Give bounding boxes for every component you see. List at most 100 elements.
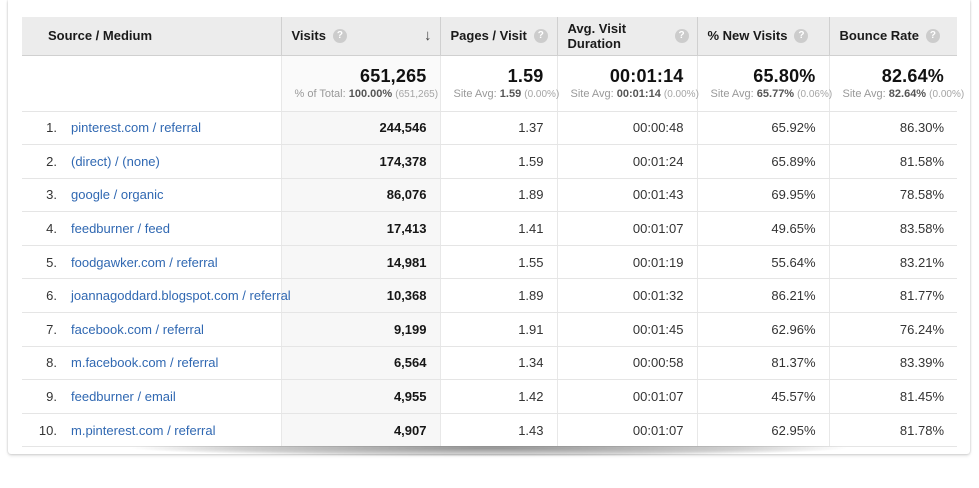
help-icon[interactable]: ? <box>674 28 689 43</box>
row-rank: 6. <box>46 288 57 304</box>
help-icon[interactable]: ? <box>794 28 809 43</box>
column-label: Source / Medium <box>48 28 153 44</box>
column-header-avg-visit-duration[interactable]: Avg. Visit Duration ? <box>556 17 697 56</box>
table-row: 4. feedburner / feed 17,413 1.41 00:01:07… <box>22 211 957 246</box>
visits-value: 174,378 <box>280 144 440 179</box>
new-visits-value: 69.95% <box>696 178 829 213</box>
bounce-rate-value: 81.78% <box>828 413 957 448</box>
source-medium-link[interactable]: joannagoddard.blogspot.com / referral <box>71 288 291 304</box>
row-rank: 9. <box>46 389 57 405</box>
column-label: Pages / Visit <box>450 28 527 44</box>
column-header-source-medium[interactable]: Source / Medium <box>22 17 281 56</box>
source-medium-link[interactable]: google / organic <box>71 187 164 203</box>
column-header-visits[interactable]: Visits ? ↓ <box>280 17 440 56</box>
source-medium-link[interactable]: foodgawker.com / referral <box>71 254 218 270</box>
pages-visit-value: 1.55 <box>439 245 557 280</box>
column-header-bounce-rate[interactable]: Bounce Rate ? <box>828 17 957 56</box>
totals-duration-cell: 00:01:14 Site Avg: 00:01:14 (0.00%) <box>556 55 699 112</box>
pages-visit-value: 1.42 <box>439 379 557 414</box>
bounce-rate-value: 81.45% <box>828 379 957 414</box>
avg-duration-value: 00:00:58 <box>556 346 697 381</box>
table-row: 6. joannagoddard.blogspot.com / referral … <box>22 278 957 314</box>
totals-bounce-subtext: Site Avg: 82.64% (0.00%) <box>842 87 965 100</box>
pages-visit-value: 1.59 <box>439 144 557 179</box>
column-label: % New Visits <box>707 28 788 44</box>
avg-duration-value: 00:01:07 <box>556 413 697 448</box>
table-row: 5. foodgawker.com / referral 14,981 1.55 … <box>22 245 957 280</box>
table-row: 10. m.pinterest.com / referral 4,907 1.43… <box>22 413 957 448</box>
source-medium-link[interactable]: (direct) / (none) <box>71 153 160 169</box>
row-rank: 5. <box>46 254 57 270</box>
source-medium-link[interactable]: m.facebook.com / referral <box>71 355 219 371</box>
table-row: 7. facebook.com / referral 9,199 1.91 00:… <box>22 312 957 347</box>
totals-visits-cell: 651,265 % of Total: 100.00% (651,265) <box>280 55 440 112</box>
help-icon[interactable]: ? <box>332 28 347 43</box>
avg-duration-value: 00:01:24 <box>556 144 697 179</box>
table-row: 3. google / organic 86,076 1.89 00:01:43 … <box>22 178 957 213</box>
row-rank: 10. <box>38 422 57 438</box>
visits-value: 9,199 <box>280 312 440 347</box>
bounce-rate-value: 83.39% <box>828 346 957 381</box>
visits-value: 86,076 <box>280 178 440 213</box>
column-header-new-visits[interactable]: % New Visits ? <box>696 17 829 56</box>
visits-value: 4,907 <box>280 413 440 448</box>
totals-visits-subtext: % of Total: 100.00% (651,265) <box>294 87 439 100</box>
totals-duration-subtext: Site Avg: 00:01:14 (0.00%) <box>570 87 699 100</box>
pages-visit-value: 1.37 <box>439 111 557 146</box>
totals-visits-value: 651,265 <box>360 65 427 86</box>
new-visits-value: 45.57% <box>696 379 829 414</box>
row-rank: 2. <box>46 153 57 169</box>
totals-pages-value: 1.59 <box>507 65 544 86</box>
table-row: 2. (direct) / (none) 174,378 1.59 00:01:2… <box>22 144 957 179</box>
visits-value: 4,955 <box>280 379 440 414</box>
help-icon[interactable]: ? <box>533 28 548 43</box>
visits-value: 10,368 <box>280 278 440 314</box>
row-rank: 4. <box>46 221 57 237</box>
column-header-pages-visit[interactable]: Pages / Visit ? <box>439 17 557 56</box>
bounce-rate-value: 78.58% <box>828 178 957 213</box>
help-icon[interactable]: ? <box>925 28 940 43</box>
visits-value: 14,981 <box>280 245 440 280</box>
new-visits-value: 65.92% <box>696 111 829 146</box>
column-label: Bounce Rate <box>839 28 919 44</box>
avg-duration-value: 00:01:43 <box>556 178 697 213</box>
avg-duration-value: 00:01:45 <box>556 312 697 347</box>
totals-empty-cell <box>22 55 281 112</box>
bounce-rate-value: 86.30% <box>828 111 957 146</box>
totals-new-visits-value: 65.80% <box>753 65 816 86</box>
source-medium-link[interactable]: facebook.com / referral <box>71 321 204 337</box>
column-label: Visits <box>291 28 326 44</box>
source-medium-link[interactable]: pinterest.com / referral <box>71 120 202 136</box>
new-visits-value: 62.95% <box>696 413 829 448</box>
new-visits-value: 86.21% <box>696 278 829 314</box>
avg-duration-value: 00:00:48 <box>556 111 697 146</box>
analytics-report-card: Source / Medium Visits ? ↓ Pages / Visit… <box>8 0 970 470</box>
totals-new-visits-subtext: Site Avg: 65.77% (0.06%) <box>710 87 833 100</box>
source-medium-link[interactable]: feedburner / feed <box>71 221 171 237</box>
visits-value: 17,413 <box>280 211 440 246</box>
bounce-rate-value: 83.21% <box>828 245 957 280</box>
totals-row: 651,265 % of Total: 100.00% (651,265) 1.… <box>22 55 965 112</box>
table-row: 9. feedburner / email 4,955 1.42 00:01:07… <box>22 379 957 414</box>
avg-duration-value: 00:01:07 <box>556 211 697 246</box>
source-medium-link[interactable]: feedburner / email <box>71 389 176 405</box>
bounce-rate-value: 76.24% <box>828 312 957 347</box>
bounce-rate-value: 81.77% <box>828 278 957 314</box>
row-rank: 1. <box>46 120 57 136</box>
pages-visit-value: 1.89 <box>439 178 557 213</box>
new-visits-value: 65.89% <box>696 144 829 179</box>
table-row: 8. m.facebook.com / referral 6,564 1.34 0… <box>22 346 957 381</box>
source-medium-table: Source / Medium Visits ? ↓ Pages / Visit… <box>22 17 965 448</box>
pages-visit-value: 1.41 <box>439 211 557 246</box>
pages-visit-value: 1.43 <box>439 413 557 448</box>
avg-duration-value: 00:01:07 <box>556 379 697 414</box>
source-medium-link[interactable]: m.pinterest.com / referral <box>71 422 216 438</box>
table-row: 1. pinterest.com / referral 244,546 1.37 … <box>22 111 957 146</box>
new-visits-value: 81.37% <box>696 346 829 381</box>
totals-pages-subtext: Site Avg: 1.59 (0.00%) <box>453 87 560 100</box>
sort-descending-icon: ↓ <box>424 27 432 45</box>
column-label: Avg. Visit Duration <box>567 20 627 51</box>
avg-duration-value: 00:01:19 <box>556 245 697 280</box>
pages-visit-value: 1.91 <box>439 312 557 347</box>
